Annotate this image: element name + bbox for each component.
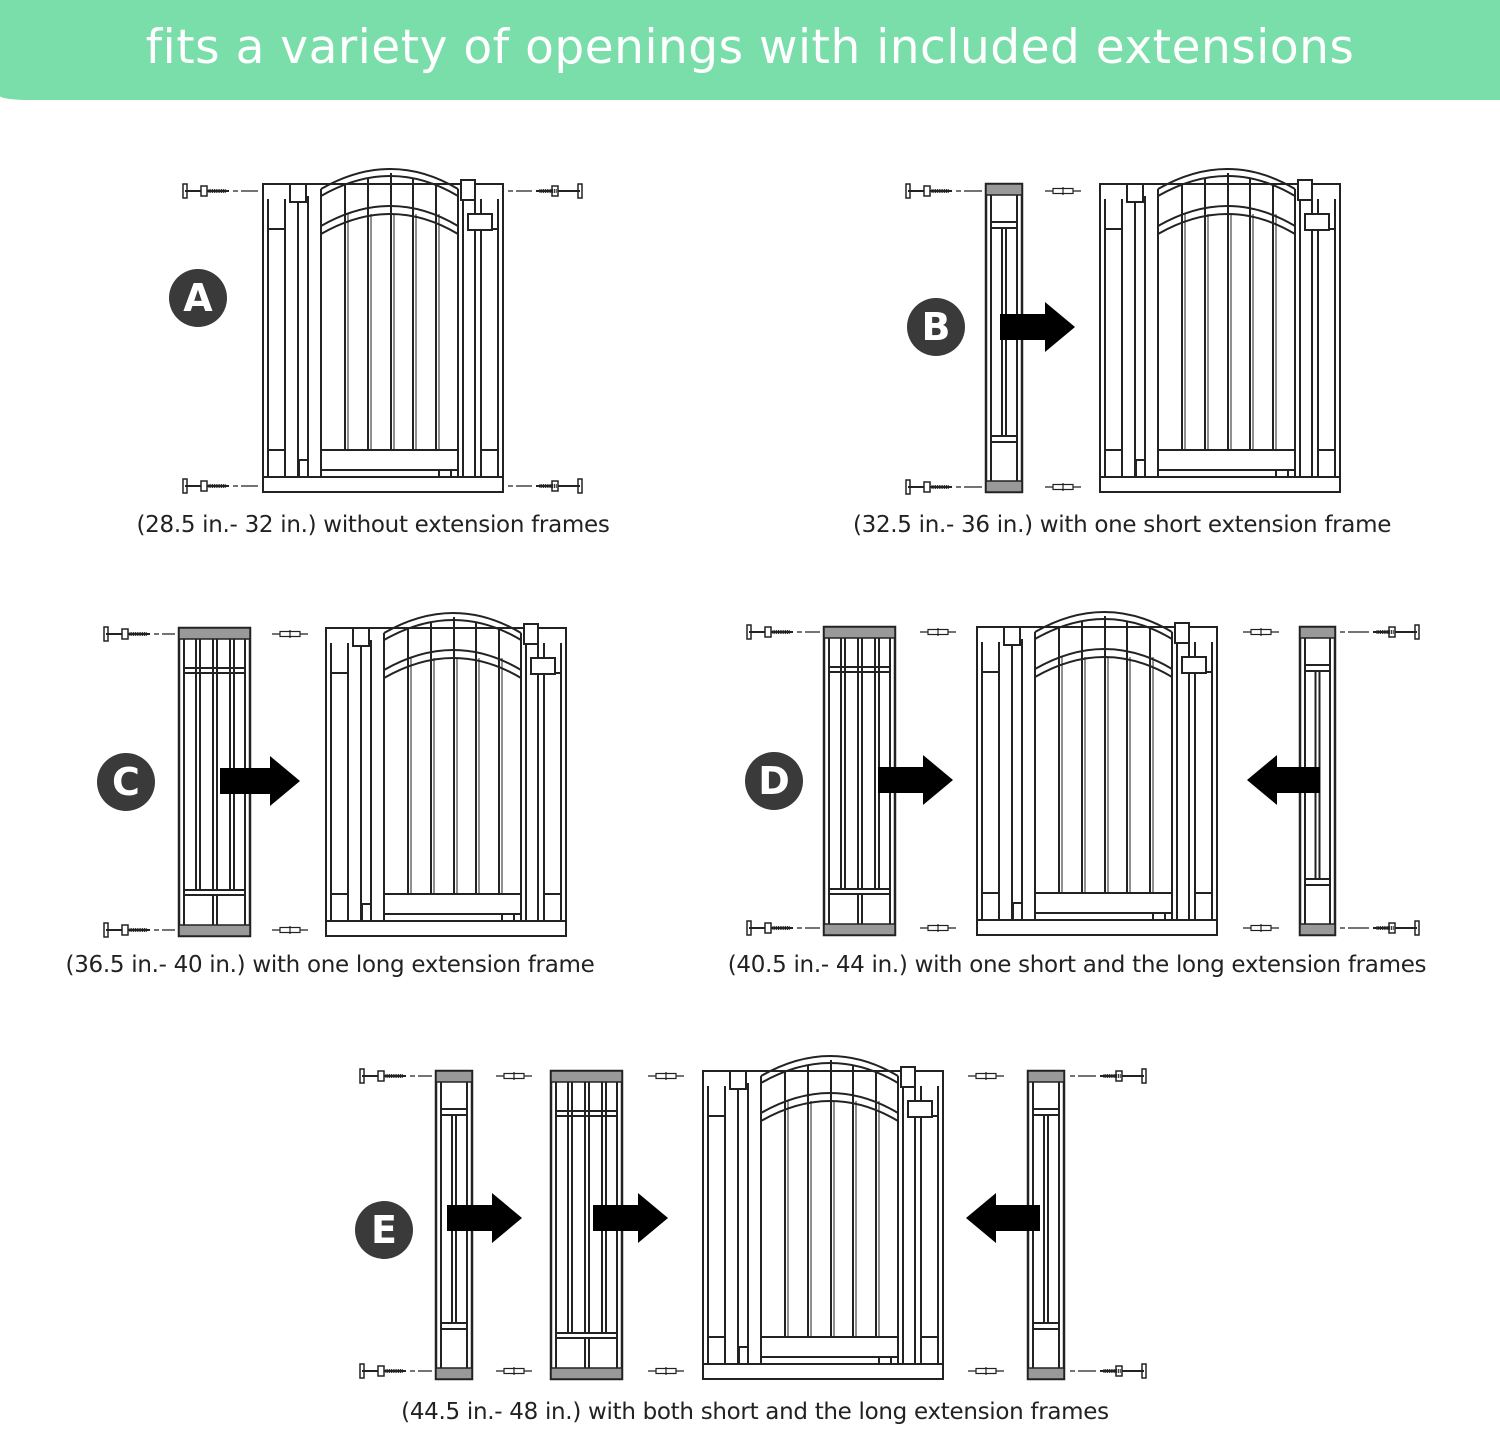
mounting-screw-icon (508, 478, 583, 494)
mounting-screw-icon (182, 183, 258, 199)
caption-e: (44.5 in.- 48 in.) with both short and t… (401, 1399, 1109, 1425)
arrow-left-icon (1247, 755, 1320, 805)
badge-a: A (169, 269, 227, 327)
header-title: fits a variety of openings with included… (145, 20, 1355, 75)
connector-pin-icon (1045, 483, 1081, 491)
gate (1099, 168, 1341, 493)
connector-pin-icon (968, 1072, 1004, 1080)
svg-text:B: B (922, 305, 951, 349)
gate (702, 1055, 944, 1380)
header-banner: fits a variety of openings with included… (0, 0, 1500, 100)
mounting-screw-icon (1340, 624, 1420, 640)
svg-text:E: E (371, 1208, 397, 1252)
mounting-screw-icon (182, 478, 258, 494)
mounting-screw-icon (905, 479, 982, 495)
caption-c: (36.5 in.- 40 in.) with one long extensi… (65, 952, 595, 978)
svg-text:C: C (112, 760, 140, 804)
connector-pin-icon (920, 924, 956, 932)
gate (976, 611, 1218, 936)
gate (325, 612, 567, 937)
svg-text:D: D (758, 759, 790, 803)
caption-d: (40.5 in.- 44 in.) with one short and th… (727, 952, 1427, 978)
mounting-screw-icon (905, 183, 982, 199)
caption-a: (28.5 in.- 32 in.) without extension fra… (136, 512, 610, 538)
arrow-right-icon (593, 1193, 668, 1243)
arrow-right-icon (220, 756, 300, 806)
connector-pin-icon (1045, 187, 1081, 195)
svg-text:A: A (183, 276, 213, 320)
arrow-right-icon (447, 1193, 522, 1243)
connector-pin-icon (272, 630, 308, 638)
mounting-screw-icon (746, 920, 820, 936)
badge-b: B (907, 298, 965, 356)
connector-pin-icon (920, 628, 956, 636)
mounting-screw-icon (103, 626, 175, 642)
mounting-screw-icon (1070, 1363, 1147, 1379)
connector-pin-icon (496, 1367, 532, 1375)
connector-pin-icon (1243, 924, 1279, 932)
connector-pin-icon (648, 1072, 684, 1080)
badge-c: C (97, 753, 155, 811)
connector-pin-icon (968, 1367, 1004, 1375)
mounting-screw-icon (1070, 1068, 1147, 1084)
mounting-screw-icon (508, 183, 583, 199)
connector-pin-icon (272, 926, 308, 934)
connector-pin-icon (496, 1072, 532, 1080)
connector-pin-icon (1243, 628, 1279, 636)
gate (262, 168, 504, 493)
mounting-screw-icon (359, 1363, 432, 1379)
badge-d: D (745, 752, 803, 810)
arrow-right-icon (878, 755, 953, 805)
mounting-screw-icon (1340, 920, 1420, 936)
badge-e: E (355, 1201, 413, 1259)
caption-b: (32.5 in.- 36 in.) with one short extens… (852, 512, 1392, 538)
mounting-screw-icon (359, 1068, 432, 1084)
connector-pin-icon (648, 1367, 684, 1375)
mounting-screw-icon (746, 624, 820, 640)
arrow-right-icon (1000, 302, 1075, 352)
mounting-screw-icon (103, 922, 175, 938)
arrow-left-icon (966, 1193, 1040, 1243)
